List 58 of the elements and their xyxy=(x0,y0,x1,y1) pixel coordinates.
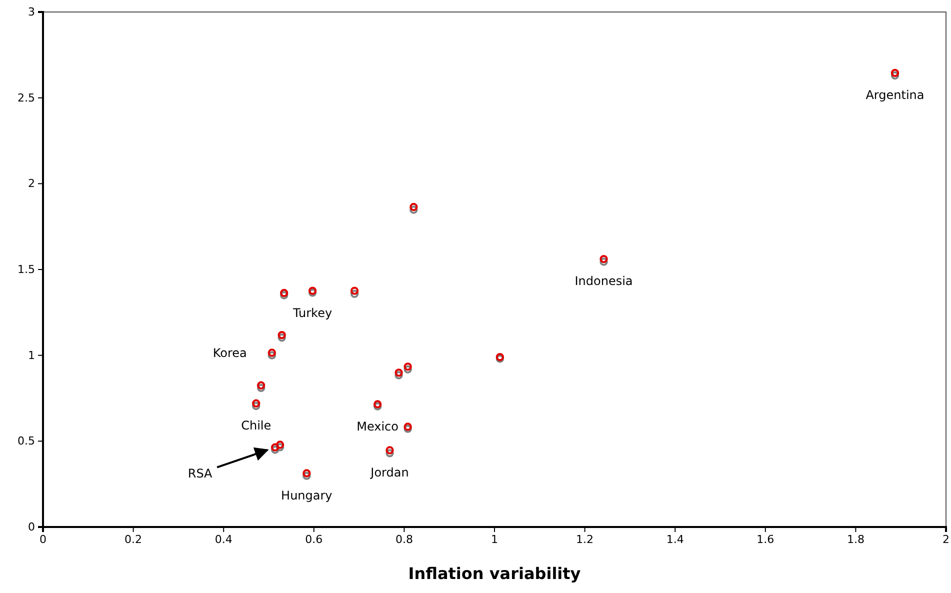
x-tick-label: 2 xyxy=(942,532,950,546)
point xyxy=(600,254,608,264)
point xyxy=(256,381,266,390)
x-tick-label: 0.2 xyxy=(124,532,142,546)
point xyxy=(386,446,394,454)
x-tick-label: 0.4 xyxy=(214,532,232,546)
point xyxy=(410,206,418,214)
point xyxy=(268,351,276,360)
point xyxy=(268,348,276,357)
annotation: Mexico xyxy=(356,419,399,434)
annotation: Korea xyxy=(212,346,247,360)
point xyxy=(252,399,260,408)
point xyxy=(890,68,900,78)
point xyxy=(386,449,394,458)
y-tick-label: 2 xyxy=(28,177,35,190)
point xyxy=(252,402,260,410)
point xyxy=(302,469,311,478)
x-tick-label: 1.4 xyxy=(666,532,684,546)
x-tick-label: 1.2 xyxy=(576,532,594,546)
point xyxy=(276,440,284,449)
point xyxy=(270,446,280,454)
x-tick-label: 1.8 xyxy=(846,532,864,546)
annotation: Argentina xyxy=(866,88,924,102)
y-tick-label: 0.5 xyxy=(18,434,35,448)
y-tick-label: 2.5 xyxy=(18,91,35,104)
x-tick-label: 0.8 xyxy=(395,532,413,546)
y-tick-label: 1 xyxy=(28,348,35,362)
point xyxy=(350,290,359,298)
y-tick-label: 3 xyxy=(28,6,35,19)
annotation: Indonesia xyxy=(574,274,633,288)
annotation: Jordan xyxy=(370,465,409,480)
point xyxy=(302,472,311,480)
point xyxy=(276,443,284,452)
x-tick-label: 0 xyxy=(40,532,46,546)
annotation: Turkey xyxy=(292,306,332,320)
point xyxy=(600,258,608,266)
annotation: Hungary xyxy=(281,488,332,502)
x-tick-label: 1 xyxy=(491,532,498,546)
point xyxy=(404,365,412,374)
point xyxy=(270,443,280,452)
point xyxy=(394,368,403,377)
x-tick-label: 1.6 xyxy=(756,532,774,546)
point xyxy=(350,286,359,295)
point xyxy=(278,334,286,342)
annotation: RSA xyxy=(188,466,214,481)
x-axis-title: Inflation variability xyxy=(408,564,582,583)
point xyxy=(394,371,403,380)
point xyxy=(280,291,288,300)
annotation: Chile xyxy=(241,418,272,433)
point xyxy=(410,202,418,212)
point xyxy=(278,330,286,340)
point xyxy=(404,362,412,371)
x-tick-label: 0.6 xyxy=(305,532,323,546)
point xyxy=(890,71,900,80)
y-tick-label: 1.5 xyxy=(18,263,35,276)
point xyxy=(280,288,288,298)
point xyxy=(256,384,266,392)
y-tick-label: 0 xyxy=(28,520,35,534)
